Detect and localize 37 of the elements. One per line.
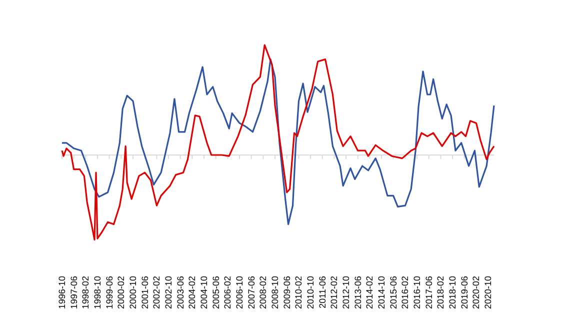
x-tick-label: 2020-02 xyxy=(471,276,482,310)
x-tick-label: 1997-06 xyxy=(68,276,79,310)
x-tick-label: 2000-10 xyxy=(128,276,138,310)
x-tick-label: 2018-10 xyxy=(447,276,458,310)
x-tick-label: 2008-02 xyxy=(258,276,268,310)
x-tick-label: 2004-02 xyxy=(187,276,198,310)
x-tick-label: 2011-06 xyxy=(317,276,328,308)
x-tick-label: 2002-10 xyxy=(163,276,174,310)
x-tick-label: 1999-06 xyxy=(104,276,114,310)
x-tick-label: 2005-06 xyxy=(210,276,221,310)
x-tick-label: 2006-02 xyxy=(222,276,233,310)
x-tick-label: 2016-10 xyxy=(412,276,422,310)
x-tick-label: 1998-10 xyxy=(92,276,102,310)
x-tick-label: 2010-02 xyxy=(294,276,304,310)
x-tick-label: 2016-02 xyxy=(400,276,410,310)
x-tick-label: 2012-10 xyxy=(341,276,352,310)
x-tick-label: 2008-10 xyxy=(270,276,280,310)
x-tick-label: 2000-02 xyxy=(116,276,126,310)
x-tick-label: 2017-06 xyxy=(424,276,434,310)
x-tick-label: 2014-10 xyxy=(376,276,386,310)
x-tick-label: 2003-06 xyxy=(175,276,186,310)
x-tick-label: 2018-02 xyxy=(436,276,446,310)
x-tick-label: 2010-10 xyxy=(305,276,316,310)
x-tick-label: 1996-10 xyxy=(57,276,67,310)
x-tick-label: 2014-02 xyxy=(364,276,375,310)
x-tick-label: 2019-06 xyxy=(459,276,470,310)
x-tick-label: 2020-10 xyxy=(483,276,494,310)
x-tick-label: 2009-06 xyxy=(282,276,292,310)
x-tick-label: 2013-06 xyxy=(352,276,363,310)
x-tick-label: 2006-10 xyxy=(234,276,244,310)
x-tick-label: 2012-02 xyxy=(329,276,340,310)
x-tick-label: 2007-06 xyxy=(246,276,256,310)
x-tick-label: 2004-10 xyxy=(199,276,210,310)
x-tick-label: 2002-02 xyxy=(152,276,162,310)
x-tick-label: 2015-06 xyxy=(388,276,398,310)
x-tick-label: 1998-02 xyxy=(80,276,91,310)
x-tick-label: 2001-06 xyxy=(140,276,150,310)
